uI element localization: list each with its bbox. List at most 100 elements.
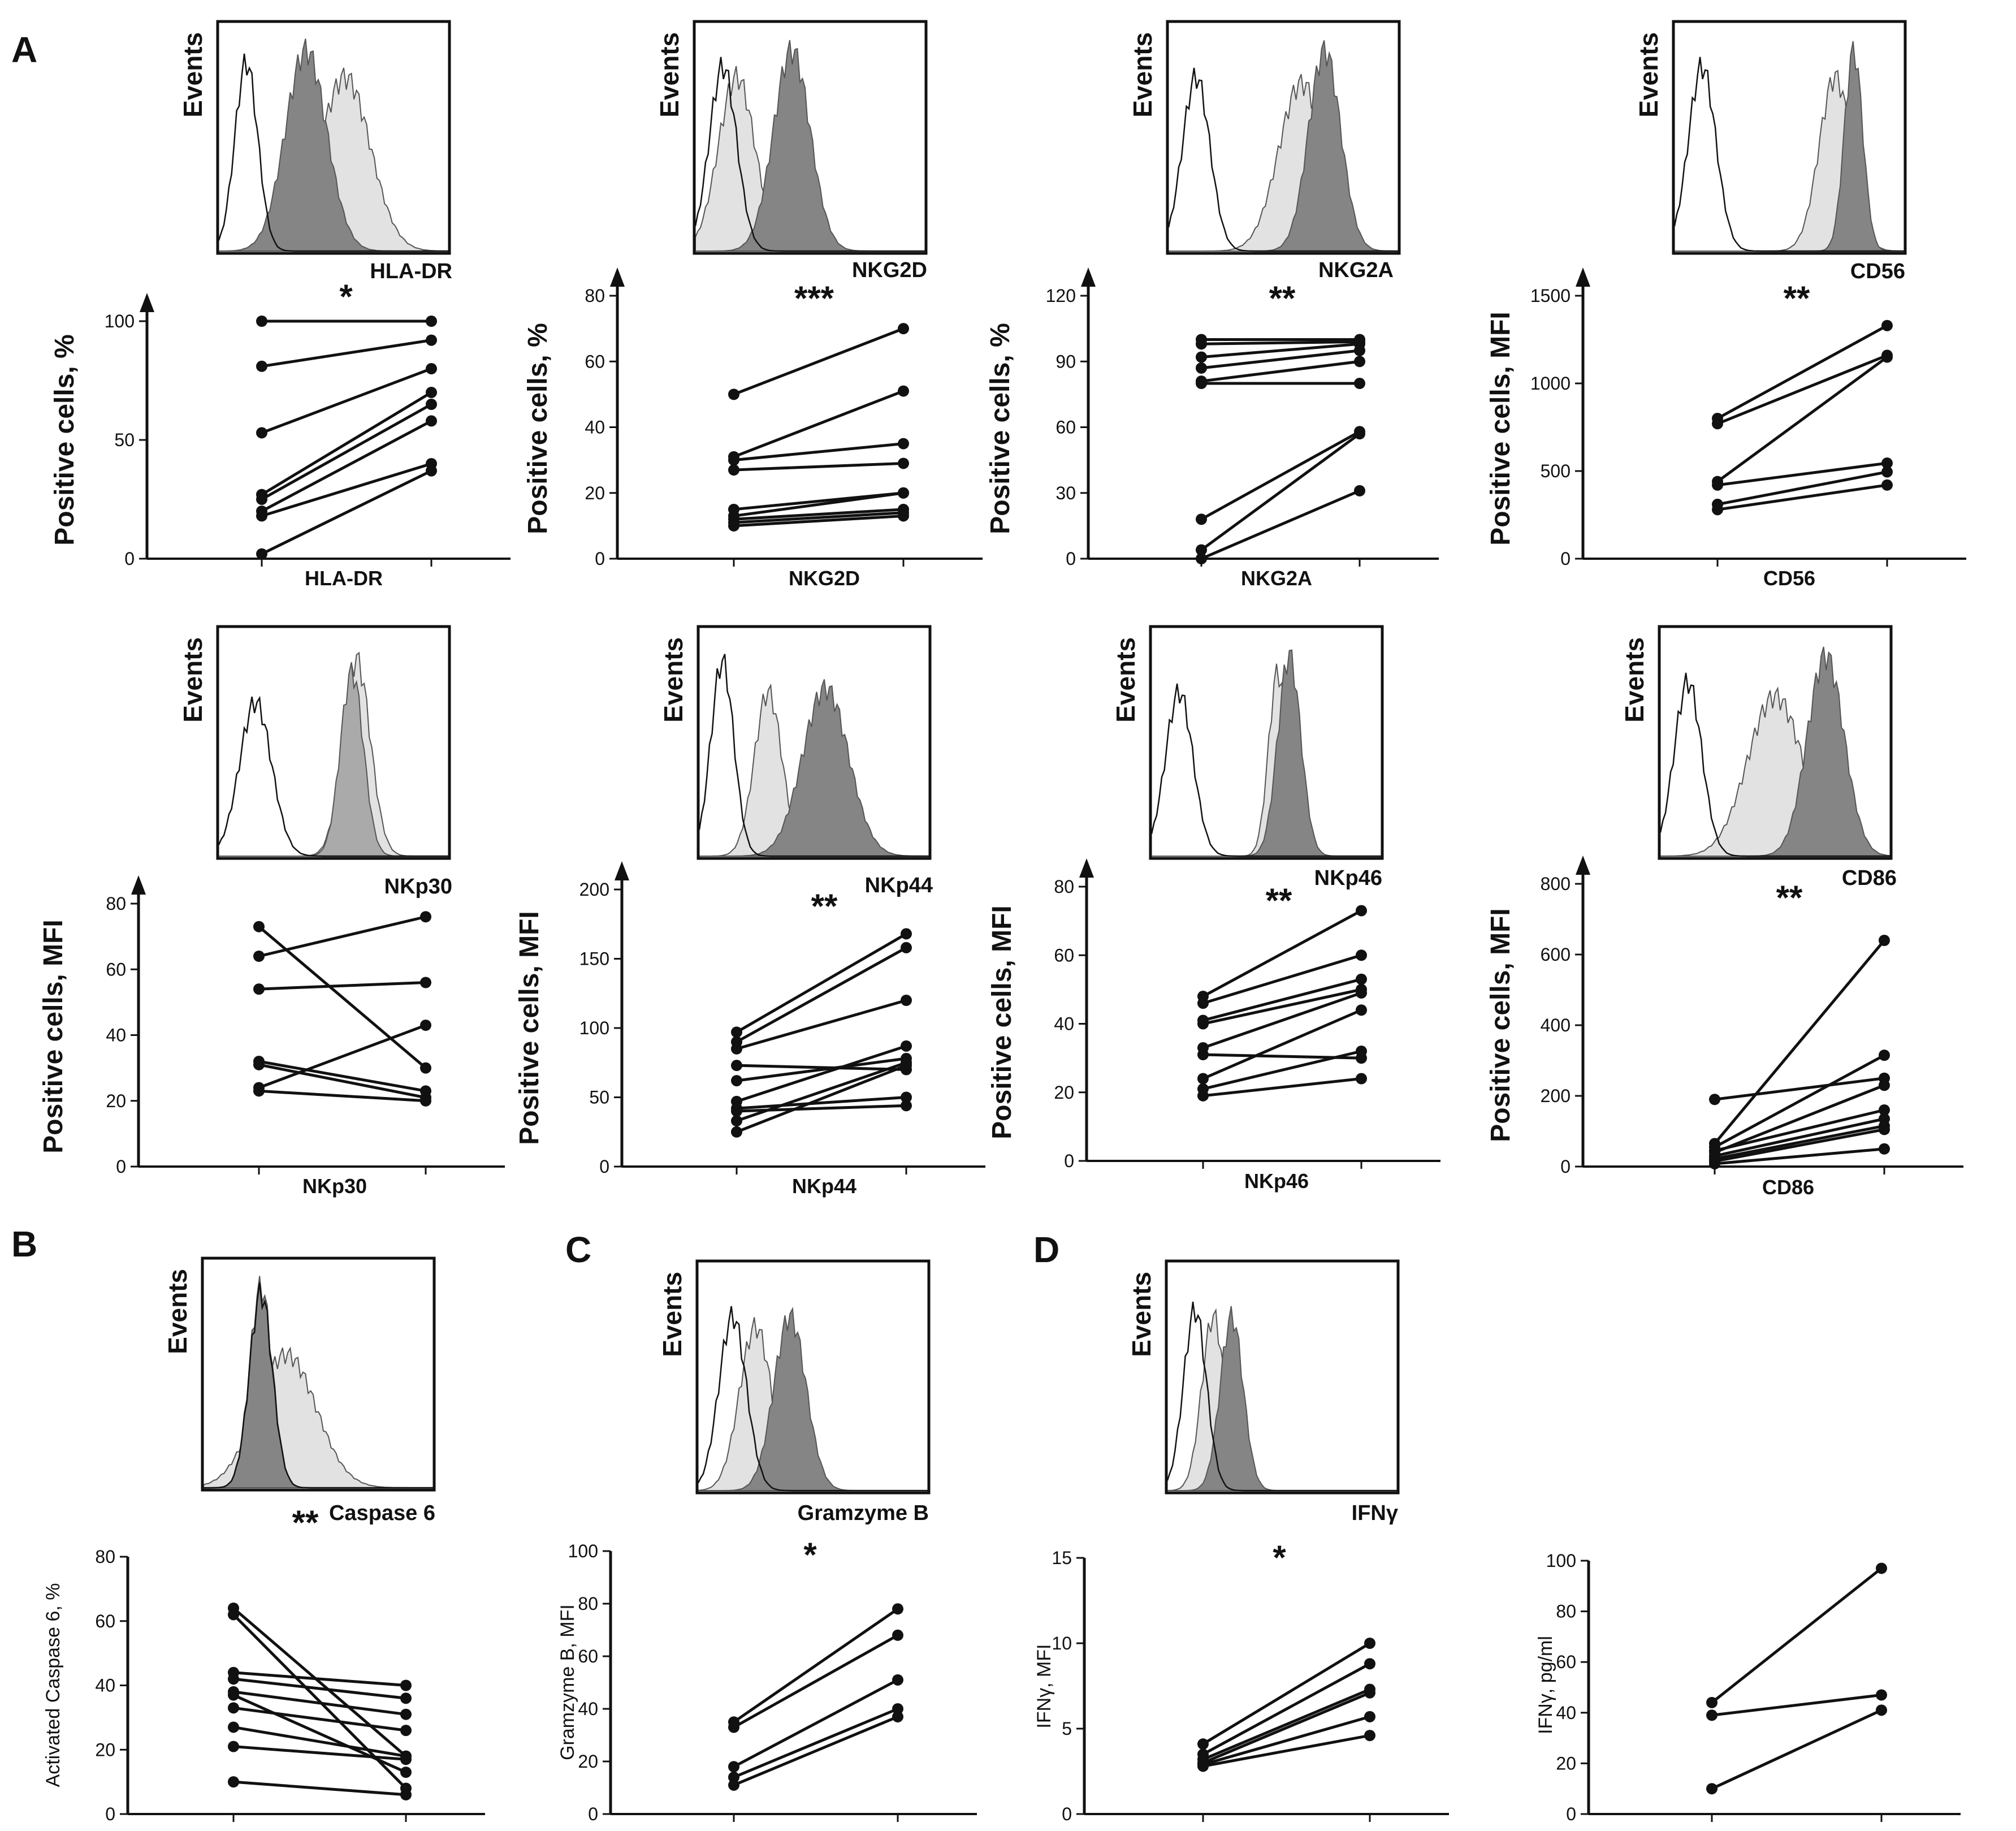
series-line — [1202, 1662, 1371, 1756]
significance-marker: * — [339, 278, 353, 316]
y-tick-label: 40 — [578, 1699, 598, 1719]
chart-nkp30: 0 20 40 60 80 Positive cells, MFI NKp30 — [38, 875, 505, 1198]
y-tick-label: 0 — [116, 1156, 126, 1177]
histogram-isotype-line — [1150, 683, 1381, 857]
series-line — [736, 999, 907, 1051]
data-point — [400, 1789, 412, 1800]
histogram-frame — [1658, 625, 1893, 860]
histogram-events-label: Events — [1128, 32, 1157, 118]
data-point — [892, 1629, 903, 1641]
histogram-events-label: Events — [163, 1269, 192, 1354]
series-line — [736, 1044, 907, 1103]
panel-letter-c: C — [565, 1229, 591, 1270]
data-point — [1197, 1049, 1209, 1061]
data-point — [1354, 356, 1365, 368]
data-point — [731, 1060, 742, 1072]
series-line — [733, 511, 904, 524]
data-point — [728, 388, 739, 400]
series-line — [1202, 909, 1362, 998]
data-point — [253, 983, 265, 995]
histogram-fill-2 — [1169, 40, 1398, 252]
data-point — [420, 1062, 431, 1074]
data-point — [1881, 479, 1893, 491]
histogram-fill-2 — [219, 662, 448, 857]
data-point — [228, 1702, 239, 1714]
y-tick-label: 60 — [1054, 945, 1074, 965]
x-axis-label: NKp30 — [302, 1174, 367, 1198]
y-axis-arrow — [1079, 858, 1094, 878]
y-tick-label: 60 — [106, 959, 126, 979]
histogram-marker-label: NKG2D — [852, 258, 927, 282]
histogram-isotype-line — [697, 1306, 928, 1492]
series-line — [233, 1671, 406, 1687]
significance-marker: ** — [1776, 879, 1803, 917]
data-point — [1354, 428, 1365, 440]
series-line — [258, 1089, 426, 1103]
y-tick-label: 200 — [1541, 1086, 1571, 1106]
y-tick-label: 200 — [579, 879, 609, 900]
series-line — [1717, 354, 1888, 425]
chart-ifng-mfi: 0 5 10 15 IFNγ, MFI * — [1033, 1539, 1449, 1824]
data-point — [1706, 1709, 1718, 1721]
histogram-marker-label: NKp30 — [384, 875, 452, 899]
data-point — [420, 1095, 431, 1107]
data-point — [728, 1761, 739, 1773]
y-axis-arrow — [1576, 267, 1590, 287]
chart-nkp46: 0 20 40 60 80 Positive cells, MFI NKp46 ** — [987, 858, 1440, 1193]
data-point — [1709, 1094, 1720, 1105]
y-tick-label: 0 — [595, 549, 605, 569]
data-point — [256, 548, 267, 560]
y-axis-label: Positive cells, % — [50, 334, 80, 546]
y-tick-label: 5 — [1062, 1718, 1072, 1739]
y-tick-label: 60 — [578, 1646, 598, 1666]
y-tick-label: 0 — [1062, 1804, 1072, 1824]
series-line — [733, 390, 904, 459]
series-line — [733, 1634, 899, 1729]
histogram-gramzyme-b: Events Gramzyme B — [657, 1259, 931, 1525]
data-point — [400, 1692, 412, 1704]
panel-letter-b: B — [11, 1224, 37, 1264]
histogram-isotype-line — [694, 57, 925, 252]
histogram-frame — [216, 625, 451, 860]
series-line — [1714, 939, 1885, 1145]
data-point — [1196, 338, 1207, 350]
data-point — [1881, 319, 1893, 331]
data-point — [892, 1711, 903, 1722]
y-tick-label: 40 — [1054, 1014, 1074, 1034]
y-tick-label: 0 — [124, 549, 135, 569]
chart-hla-dr: 0 50 100 Positive cells, % HLA-DR * — [50, 278, 511, 590]
series-line — [1201, 489, 1360, 560]
x-axis-label: HLA-DR — [305, 567, 383, 590]
series-line — [733, 1678, 899, 1768]
histogram-caspase6: Events Caspase 6 — [163, 1256, 436, 1525]
series-line — [736, 1061, 907, 1122]
y-tick-label: 100 — [568, 1541, 598, 1561]
y-tick-label: 20 — [578, 1751, 598, 1772]
histogram-events-label: Events — [1127, 1272, 1156, 1357]
y-tick-label: 0 — [588, 1804, 598, 1824]
series-line — [1711, 1567, 1883, 1704]
data-point — [253, 921, 265, 932]
y-tick-label: 100 — [1546, 1551, 1576, 1571]
series-line — [1200, 430, 1361, 521]
data-point — [898, 487, 909, 499]
histogram-isotype-line — [218, 696, 448, 857]
histogram-marker-label: Caspase 6 — [329, 1501, 435, 1525]
y-tick-label: 800 — [1541, 874, 1571, 894]
data-point — [426, 363, 437, 374]
data-point — [228, 1776, 239, 1788]
series-line — [1714, 1147, 1885, 1165]
data-point — [1197, 1738, 1209, 1750]
series-line — [1716, 356, 1888, 483]
y-tick-label: 100 — [105, 311, 135, 331]
data-point — [420, 1020, 431, 1031]
y-axis-label: Positive cells, MFI — [514, 911, 544, 1145]
data-point — [1356, 1073, 1367, 1085]
data-point — [1196, 544, 1207, 556]
significance-marker: ** — [292, 1504, 319, 1541]
histogram-events-label: Events — [657, 1272, 687, 1357]
series-line — [261, 339, 432, 368]
data-point — [731, 1043, 742, 1055]
data-point — [1356, 1046, 1367, 1057]
y-tick-label: 80 — [578, 1594, 598, 1614]
